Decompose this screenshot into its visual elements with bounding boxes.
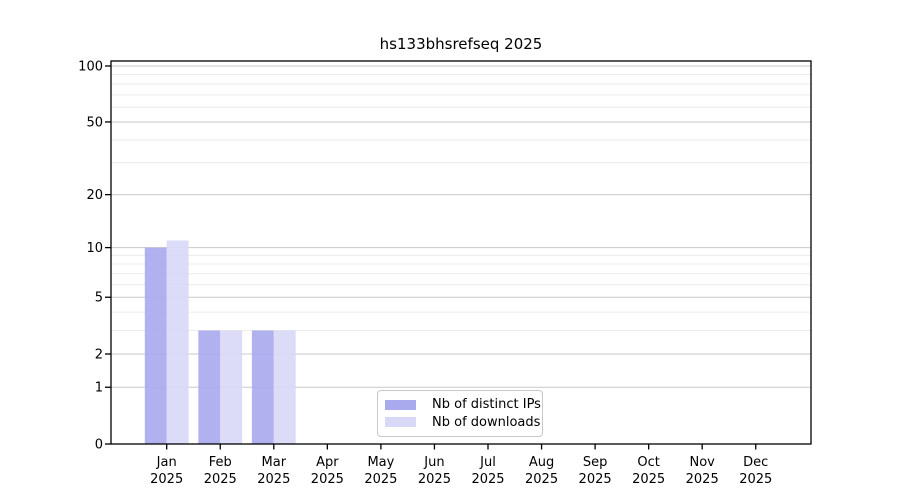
legend: Nb of distinct IPs Nb of downloads bbox=[377, 390, 543, 437]
distinct-ips-swatch bbox=[385, 399, 416, 410]
bar-distinct-ips-jan bbox=[144, 247, 167, 444]
x-tick-label-year: 2025 bbox=[739, 472, 772, 487]
x-tick-label-month: Jun bbox=[423, 455, 444, 470]
bar-downloads-mar bbox=[273, 330, 296, 444]
bar-distinct-ips-feb bbox=[198, 330, 221, 444]
x-tick-label-month: Nov bbox=[690, 455, 716, 470]
y-tick-label: 2 bbox=[95, 348, 103, 363]
y-tick-label: 100 bbox=[78, 60, 103, 75]
x-tick-label-year: 2025 bbox=[471, 472, 504, 487]
x-tick-label-month: Mar bbox=[262, 455, 287, 470]
y-tick-label: 20 bbox=[86, 188, 103, 203]
x-tick-label-year: 2025 bbox=[686, 472, 719, 487]
plot-border bbox=[110, 60, 812, 445]
x-tick-label-month: Sep bbox=[583, 455, 608, 470]
x-tick-label-month: Apr bbox=[316, 455, 339, 470]
legend-label-distinct-ips: Nb of distinct IPs bbox=[432, 397, 541, 413]
x-tick-label-year: 2025 bbox=[525, 472, 558, 487]
chart-title: hs133bhsrefseq 2025 bbox=[379, 35, 543, 53]
bar-distinct-ips-mar bbox=[251, 330, 274, 444]
y-tick-label: 50 bbox=[86, 115, 103, 130]
y-tick-label: 1 bbox=[95, 381, 103, 396]
x-tick-label-month: Jan bbox=[156, 455, 177, 470]
x-tick-label-year: 2025 bbox=[257, 472, 290, 487]
bar-downloads-feb bbox=[220, 330, 243, 444]
y-tick-label: 5 bbox=[95, 291, 103, 306]
x-tick-label-month: Aug bbox=[529, 455, 554, 470]
x-tick-label-month: Feb bbox=[209, 455, 232, 470]
x-tick-label-year: 2025 bbox=[311, 472, 344, 487]
x-tick-label-year: 2025 bbox=[204, 472, 237, 487]
legend-item-distinct-ips: Nb of distinct IPs bbox=[385, 396, 541, 413]
x-tick-label-year: 2025 bbox=[632, 472, 665, 487]
x-tick-label-year: 2025 bbox=[364, 472, 397, 487]
x-tick-label-month: Oct bbox=[637, 455, 659, 470]
x-tick-label-month: Dec bbox=[743, 455, 768, 470]
x-tick-label-year: 2025 bbox=[418, 472, 451, 487]
bar-downloads-jan bbox=[166, 240, 189, 444]
legend-label-downloads: Nb of downloads bbox=[432, 414, 541, 430]
downloads-swatch bbox=[385, 417, 416, 428]
x-tick-label-month: May bbox=[367, 455, 394, 470]
x-tick-label-month: Jul bbox=[479, 455, 496, 470]
y-tick-label: 10 bbox=[86, 241, 103, 256]
legend-item-downloads: Nb of downloads bbox=[385, 414, 540, 431]
y-tick-label: 0 bbox=[95, 438, 103, 453]
x-tick-label-year: 2025 bbox=[579, 472, 612, 487]
x-tick-label-year: 2025 bbox=[150, 472, 183, 487]
